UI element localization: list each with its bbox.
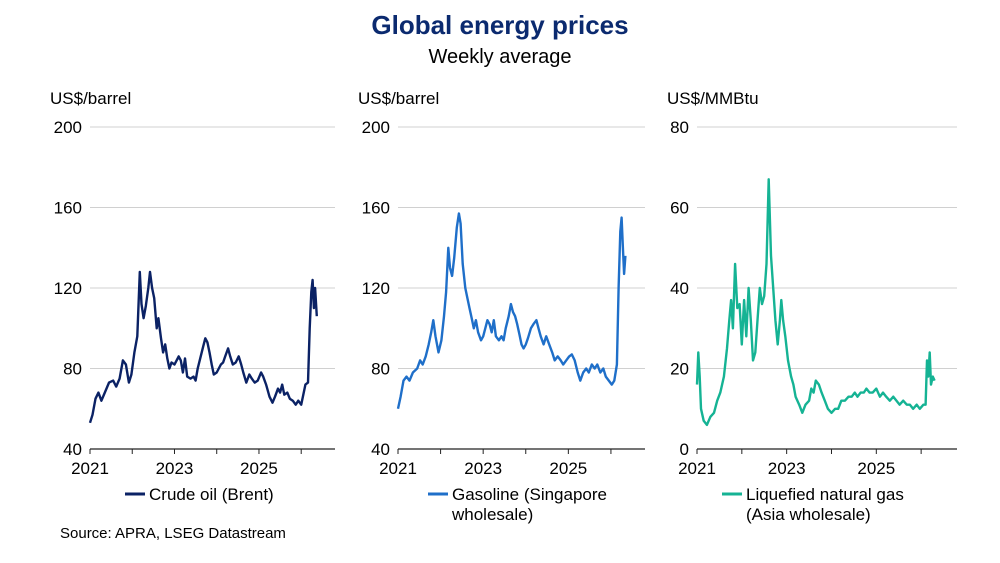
y-tick-label: 20 (670, 360, 689, 379)
y-axis-label: US$/MMBtu (667, 89, 759, 108)
legend-label-line: wholesale) (451, 505, 533, 524)
y-tick-label: 40 (63, 440, 82, 459)
x-tick-label: 2025 (240, 459, 278, 478)
y-tick-label: 80 (371, 360, 390, 379)
x-tick-label: 2021 (678, 459, 716, 478)
legend-label-line: (Asia wholesale) (746, 505, 871, 524)
legend-label-line: Gasoline (Singapore (452, 485, 607, 504)
series-line (88, 270, 318, 424)
y-tick-label: 60 (670, 199, 689, 218)
y-tick-label: 120 (54, 279, 82, 298)
source-note: Source: APRA, LSEG Datastream (60, 525, 286, 542)
y-tick-label: 200 (362, 118, 390, 137)
y-tick-label: 200 (54, 118, 82, 137)
x-tick-label: 2025 (549, 459, 587, 478)
legend-label: Crude oil (Brent) (149, 485, 274, 504)
legend-label: Liquefied natural gas (Asia wholesale) (746, 485, 904, 524)
x-tick-label: 2023 (768, 459, 806, 478)
chart-subtitle: Weekly average (428, 46, 572, 68)
y-tick-label: 160 (362, 199, 390, 218)
y-tick-label: 80 (670, 118, 689, 137)
series-line (695, 178, 936, 427)
y-tick-label: 0 (680, 440, 689, 459)
legend-label: Gasoline (Singapore wholesale) (451, 485, 607, 524)
x-tick-label: 2025 (857, 459, 895, 478)
x-tick-label: 2021 (379, 459, 417, 478)
legend-label-line: Crude oil (Brent) (149, 485, 274, 504)
y-tick-label: 40 (371, 440, 390, 459)
y-axis-label: US$/barrel (358, 89, 439, 108)
y-tick-label: 160 (54, 199, 82, 218)
y-tick-label: 40 (670, 279, 689, 298)
x-tick-label: 2023 (156, 459, 194, 478)
legend-label-line: Liquefied natural gas (746, 485, 904, 504)
series-line (396, 212, 627, 410)
y-tick-label: 80 (63, 360, 82, 379)
x-tick-label: 2021 (71, 459, 109, 478)
chart-title: Global energy prices (371, 10, 629, 40)
y-axis-label: US$/barrel (50, 89, 131, 108)
y-tick-label: 120 (362, 279, 390, 298)
x-tick-label: 2023 (464, 459, 502, 478)
